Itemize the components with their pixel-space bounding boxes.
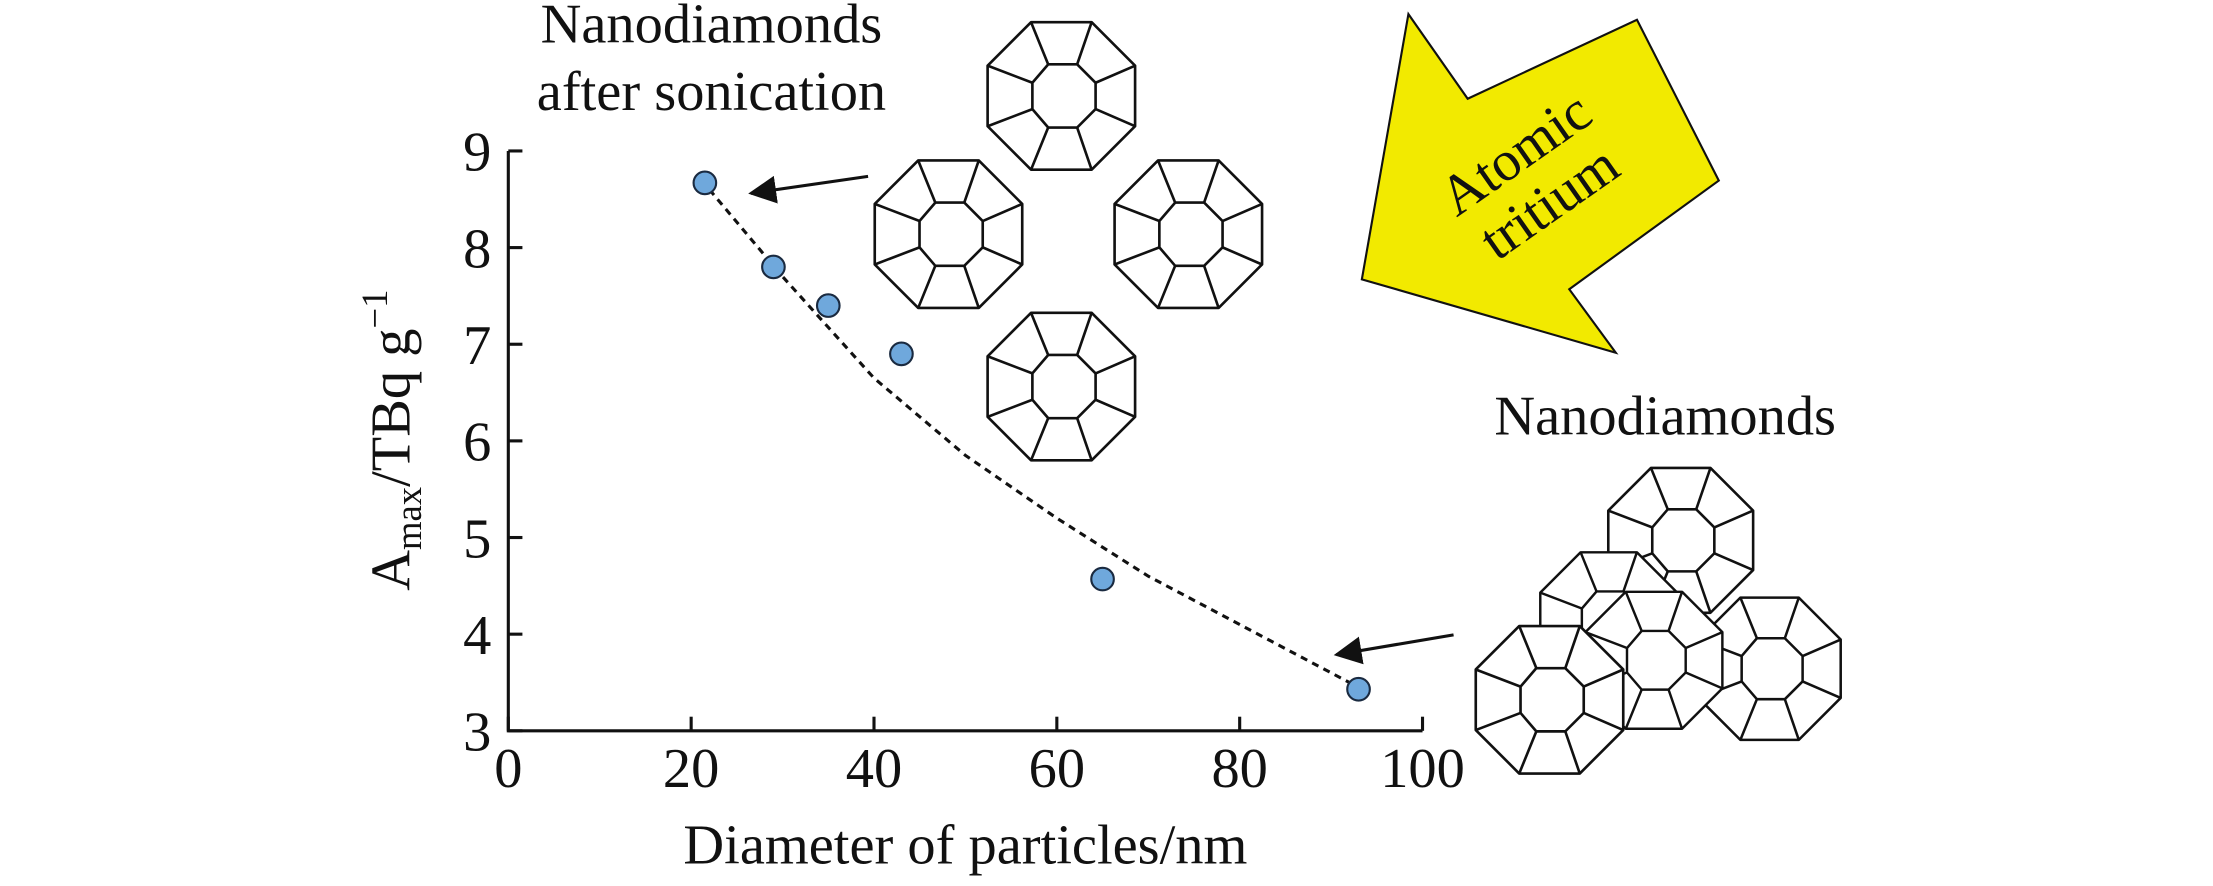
- polyhedra-sonicated: [873, 20, 1264, 462]
- trend-line: [708, 188, 1360, 689]
- pointer-arrow: [748, 174, 869, 204]
- y-tick-label: 5: [463, 508, 491, 570]
- data-point: [761, 254, 786, 280]
- polyhedron: [1474, 624, 1625, 775]
- y-tick-label: 6: [463, 412, 491, 474]
- y-label-sub: max: [388, 487, 429, 550]
- y-tick-label: 3: [463, 702, 491, 764]
- data-point: [692, 170, 718, 196]
- polyhedron: [1113, 159, 1264, 310]
- annotation: Nanodiamonds: [541, 0, 883, 55]
- plot-area: 0 20 40 60 80 100 3 4 5 6 7 8 9: [463, 122, 1465, 801]
- y-tick-label: 9: [463, 122, 491, 184]
- y-axis-label: Amax/TBq g−1: [354, 290, 429, 591]
- x-tick-label: 80: [1211, 738, 1267, 800]
- annotation: Nanodiamonds: [1494, 386, 1836, 448]
- polyhedron: [986, 20, 1137, 171]
- annotation: after sonication: [537, 61, 886, 123]
- y-tick-label: 4: [463, 605, 491, 667]
- data-point: [1090, 566, 1115, 592]
- data-point: [815, 293, 841, 318]
- y-tick-label: 7: [463, 315, 491, 377]
- y-label-base: A: [361, 550, 423, 591]
- polyhedron: [986, 311, 1137, 462]
- x-tick-label: 0: [494, 738, 522, 800]
- y-label-sup: −1: [354, 290, 395, 329]
- x-tick-label: 60: [1029, 738, 1085, 800]
- x-axis-label: Diameter of particles/nm: [683, 814, 1247, 876]
- data-point: [889, 341, 914, 367]
- pointer-arrow: [1333, 633, 1454, 665]
- polyhedra-cluster: [1474, 466, 1842, 775]
- x-tick-label: 100: [1380, 738, 1465, 800]
- polyhedron: [873, 159, 1024, 310]
- x-tick-label: 40: [846, 738, 902, 800]
- tritium-arrow: [1360, 11, 1721, 355]
- x-tick-label: 20: [663, 738, 719, 800]
- y-tick-label: 8: [463, 218, 491, 280]
- data-point: [1346, 676, 1371, 702]
- y-label-main: /TBq g: [361, 329, 423, 487]
